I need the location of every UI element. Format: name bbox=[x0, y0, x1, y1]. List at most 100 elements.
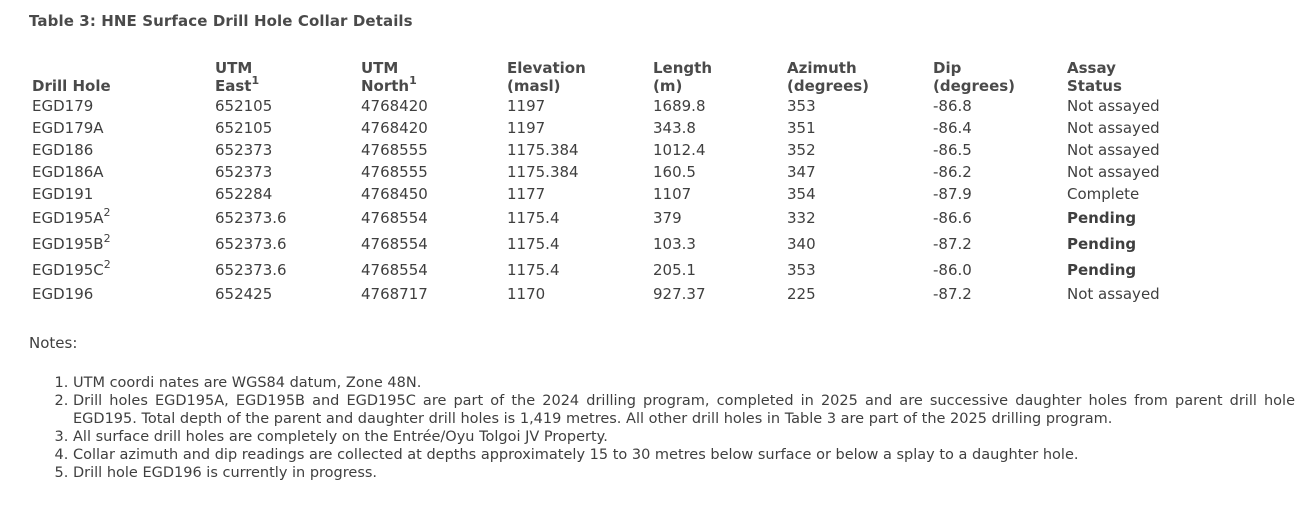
cell-dip: -86.8 bbox=[933, 97, 972, 115]
cell-drill-hole: EGD195A2 bbox=[32, 206, 111, 227]
cell-length: 343.8 bbox=[653, 119, 696, 137]
collar-table: Drill Hole UTM East1 UTM North1 Elevation(… bbox=[27, 55, 1252, 305]
cell-azimuth: 351 bbox=[787, 119, 816, 137]
footnote-ref: 2 bbox=[103, 206, 111, 219]
table-row: EGD179 652105 4768420 1197 1689.8 353 -86.8 Not… bbox=[27, 95, 1252, 117]
header-length: Length (m) bbox=[653, 59, 712, 95]
cell-drill-hole: EGD186A bbox=[32, 163, 104, 181]
cell-dip: -86.6 bbox=[933, 209, 972, 227]
table-row: EGD195C2 652373.6 4768554 1175.4 205.1 353 -86… bbox=[27, 257, 1252, 283]
footnote-ref: 2 bbox=[103, 258, 111, 271]
cell-length: 379 bbox=[653, 209, 682, 227]
cell-dip: -86.2 bbox=[933, 163, 972, 181]
cell-utm-east: 652105 bbox=[215, 119, 273, 137]
cell-azimuth: 354 bbox=[787, 185, 816, 203]
cell-elevation: 1170 bbox=[507, 285, 546, 303]
cell-assay-status: Pending bbox=[1067, 261, 1137, 279]
cell-azimuth: 332 bbox=[787, 209, 816, 227]
cell-utm-north: 4768554 bbox=[361, 235, 428, 253]
cell-dip: -87.2 bbox=[933, 285, 972, 303]
table-row: EGD195B2 652373.6 4768554 1175.4 103.3 340 -87… bbox=[27, 231, 1252, 257]
cell-utm-north: 4768555 bbox=[361, 141, 428, 159]
header-dip: Dip (degrees) bbox=[933, 59, 1016, 95]
cell-utm-north: 4768555 bbox=[361, 163, 428, 181]
cell-azimuth: 225 bbox=[787, 285, 816, 303]
cell-assay-status: Not assayed bbox=[1067, 97, 1160, 115]
cell-assay-status: Not assayed bbox=[1067, 285, 1160, 303]
cell-utm-east: 652373 bbox=[215, 163, 273, 181]
cell-length: 1012.4 bbox=[653, 141, 706, 159]
cell-assay-status: Not assayed bbox=[1067, 141, 1160, 159]
cell-drill-hole: EGD196 bbox=[32, 285, 94, 303]
cell-dip: -86.0 bbox=[933, 261, 972, 279]
cell-elevation: 1175.4 bbox=[507, 235, 560, 253]
footnote-ref: 2 bbox=[103, 232, 111, 245]
cell-length: 1689.8 bbox=[653, 97, 706, 115]
cell-drill-hole: EGD186 bbox=[32, 141, 94, 159]
cell-drill-hole: EGD195C2 bbox=[32, 258, 111, 279]
table-title: Table 3: HNE Surface Drill Hole Collar D… bbox=[29, 12, 413, 30]
cell-utm-north: 4768420 bbox=[361, 97, 428, 115]
table-row: EGD196 652425 4768717 1170 927.37 225 -87.2 Not… bbox=[27, 283, 1252, 305]
cell-drill-hole: EGD179A bbox=[32, 119, 104, 137]
cell-elevation: 1175.4 bbox=[507, 209, 560, 227]
cell-dip: -87.2 bbox=[933, 235, 972, 253]
cell-utm-east: 652373 bbox=[215, 141, 273, 159]
cell-dip: -86.5 bbox=[933, 141, 972, 159]
cell-length: 160.5 bbox=[653, 163, 696, 181]
cell-elevation: 1197 bbox=[507, 97, 546, 115]
cell-elevation: 1177 bbox=[507, 185, 546, 203]
cell-length: 927.37 bbox=[653, 285, 706, 303]
cell-assay-status: Complete bbox=[1067, 185, 1140, 203]
cell-assay-status: Pending bbox=[1067, 209, 1137, 227]
cell-dip: -86.4 bbox=[933, 119, 972, 137]
header-azimuth: Azimuth (degrees) bbox=[787, 59, 870, 95]
cell-utm-east: 652105 bbox=[215, 97, 273, 115]
cell-elevation: 1175.384 bbox=[507, 163, 579, 181]
note-item: All surface drill holes are completely o… bbox=[73, 428, 1295, 446]
cell-length: 1107 bbox=[653, 185, 692, 203]
cell-utm-north: 4768717 bbox=[361, 285, 428, 303]
cell-length: 205.1 bbox=[653, 261, 696, 279]
footnote-ref: 1 bbox=[251, 74, 260, 87]
table-row: EGD195A2 652373.6 4768554 1175.4 379 332 -86.6… bbox=[27, 205, 1252, 231]
cell-utm-north: 4768420 bbox=[361, 119, 428, 137]
cell-elevation: 1175.384 bbox=[507, 141, 579, 159]
cell-elevation: 1197 bbox=[507, 119, 546, 137]
cell-drill-hole: EGD195B2 bbox=[32, 232, 111, 253]
header-utm-north: UTM North1 bbox=[361, 59, 417, 95]
header-elevation: Elevation (masl) bbox=[507, 59, 586, 95]
cell-utm-east: 652373.6 bbox=[215, 261, 287, 279]
header-drill-hole: Drill Hole bbox=[32, 77, 111, 95]
header-utm-east: UTM East1 bbox=[215, 59, 260, 95]
table-row: EGD186A 652373 4768555 1175.384 160.5 347 -86.… bbox=[27, 161, 1252, 183]
cell-drill-hole: EGD179 bbox=[32, 97, 94, 115]
table-row: EGD191 652284 4768450 1177 1107 354 -87.9 Compl… bbox=[27, 183, 1252, 205]
note-item: Drill holes EGD195A, EGD195B and EGD195C… bbox=[73, 392, 1295, 428]
cell-utm-north: 4768450 bbox=[361, 185, 428, 203]
footnote-ref: 1 bbox=[409, 74, 417, 87]
cell-length: 103.3 bbox=[653, 235, 696, 253]
header-assay-status: Assay Status bbox=[1067, 59, 1122, 95]
table-row: EGD186 652373 4768555 1175.384 1012.4 352 -86.… bbox=[27, 139, 1252, 161]
cell-azimuth: 340 bbox=[787, 235, 816, 253]
cell-utm-east: 652284 bbox=[215, 185, 273, 203]
notes-label: Notes: bbox=[29, 334, 78, 352]
cell-assay-status: Not assayed bbox=[1067, 163, 1160, 181]
cell-drill-hole: EGD191 bbox=[32, 185, 94, 203]
cell-utm-east: 652425 bbox=[215, 285, 273, 303]
table-body: EGD179 652105 4768420 1197 1689.8 353 -86.8 Not… bbox=[27, 95, 1252, 305]
cell-utm-north: 4768554 bbox=[361, 261, 428, 279]
cell-assay-status: Not assayed bbox=[1067, 119, 1160, 137]
cell-utm-east: 652373.6 bbox=[215, 209, 287, 227]
cell-utm-north: 4768554 bbox=[361, 209, 428, 227]
cell-elevation: 1175.4 bbox=[507, 261, 560, 279]
note-item: Collar azimuth and dip readings are coll… bbox=[73, 446, 1295, 464]
cell-azimuth: 347 bbox=[787, 163, 816, 181]
notes-list: UTM coordi nates are WGS84 datum, Zone 4… bbox=[29, 374, 1295, 482]
cell-azimuth: 352 bbox=[787, 141, 816, 159]
cell-azimuth: 353 bbox=[787, 261, 816, 279]
table-row: EGD179A 652105 4768420 1197 343.8 351 -86.4 Not… bbox=[27, 117, 1252, 139]
note-item: Drill hole EGD196 is currently in progre… bbox=[73, 464, 1295, 482]
note-item: UTM coordi nates are WGS84 datum, Zone 4… bbox=[73, 374, 1295, 392]
